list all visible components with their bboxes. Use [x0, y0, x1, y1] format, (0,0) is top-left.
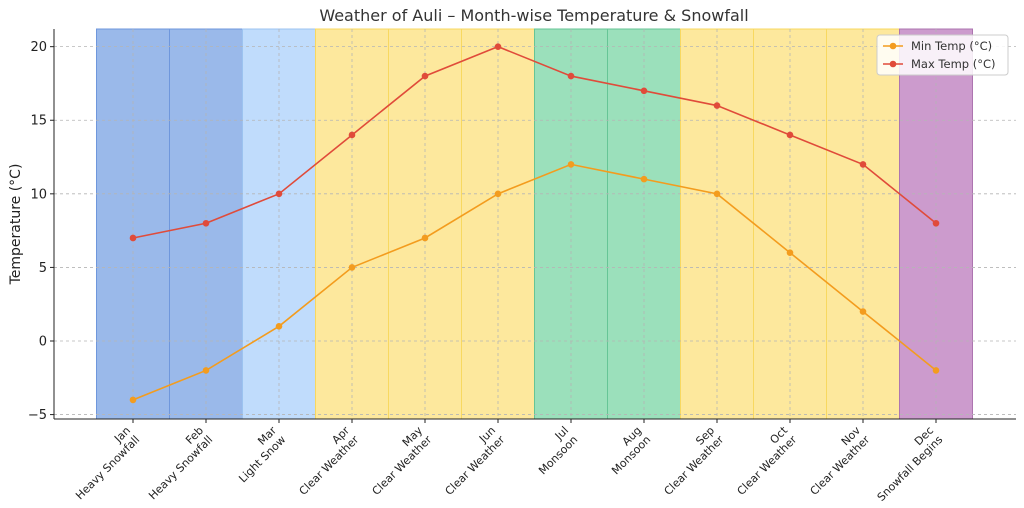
- data-point-min-aug: [640, 175, 648, 183]
- data-point-min-oct: [786, 249, 794, 256]
- y-tick-label: 20: [30, 40, 47, 55]
- legend-label: Max Temp (°C): [911, 57, 996, 71]
- data-point-min-feb: [202, 367, 210, 374]
- legend: Min Temp (°C) Max Temp (°C): [876, 34, 1009, 76]
- series-line-max-temp: [132, 45, 937, 239]
- condition-bands: [96, 28, 973, 420]
- data-point-max-apr: [348, 131, 356, 139]
- data-point-min-may: [421, 234, 429, 242]
- data-point-min-mar: [275, 322, 283, 330]
- y-tick-label: −5: [28, 408, 47, 423]
- data-point-min-sep: [713, 190, 721, 198]
- data-point-max-jul: [567, 72, 575, 80]
- legend-box: [876, 34, 1009, 76]
- data-point-max-feb: [202, 219, 210, 227]
- series-line-min-temp: [132, 163, 937, 401]
- legend-swatch-marker: [889, 60, 897, 68]
- y-tick-label: 5: [39, 261, 47, 276]
- data-point-min-jul: [567, 161, 575, 168]
- data-point-max-jun: [494, 43, 502, 50]
- series-layer: [129, 43, 940, 404]
- data-point-max-mar: [275, 190, 283, 198]
- y-tick-label: 10: [30, 187, 47, 202]
- data-point-min-dec: [932, 367, 940, 374]
- data-point-max-oct: [786, 131, 794, 139]
- data-point-max-aug: [640, 87, 648, 95]
- grid-lines: [54, 29, 1016, 419]
- data-point-max-may: [421, 72, 429, 80]
- data-point-max-dec: [932, 219, 940, 227]
- data-point-min-nov: [859, 308, 867, 315]
- legend-swatch-marker: [889, 42, 897, 50]
- data-point-min-jun: [494, 190, 502, 198]
- y-axis-label: Temperature (°C): [8, 164, 24, 286]
- data-point-max-jan: [129, 234, 137, 242]
- chart-title: Weather of Auli – Month-wise Temperature…: [319, 6, 748, 25]
- y-tick-label: 0: [39, 335, 47, 350]
- data-point-min-jan: [129, 396, 137, 404]
- legend-label: Min Temp (°C): [911, 39, 992, 53]
- data-point-max-sep: [713, 102, 721, 109]
- data-point-max-nov: [859, 161, 867, 168]
- data-point-min-apr: [348, 264, 356, 271]
- y-tick-label: 15: [30, 114, 47, 129]
